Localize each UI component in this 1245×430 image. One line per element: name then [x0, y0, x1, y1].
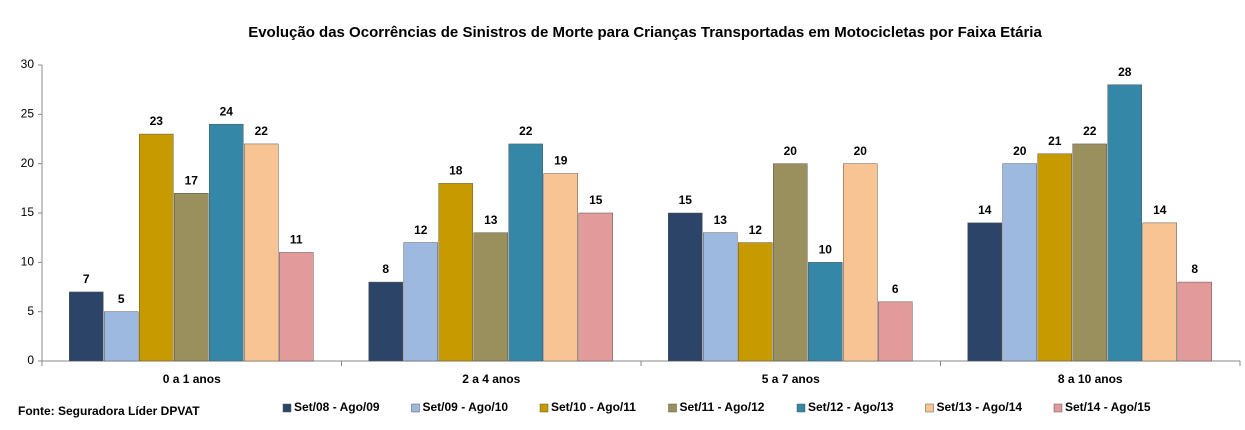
bar	[1107, 84, 1142, 362]
bar	[139, 133, 174, 362]
bar	[403, 242, 438, 362]
source-note: Fonte: Seguradora Líder DPVAT	[18, 404, 200, 418]
bar	[473, 232, 508, 362]
bar	[878, 301, 913, 362]
bar	[279, 252, 314, 362]
y-tick-label: 20	[21, 156, 35, 170]
bar	[69, 291, 104, 362]
data-label: 12	[414, 223, 428, 237]
chart-title: Evolução das Ocorrências de Sinistros de…	[248, 24, 1042, 41]
y-tick-label: 30	[21, 57, 35, 71]
data-label: 22	[1083, 124, 1097, 138]
data-label: 28	[1118, 65, 1132, 79]
bar	[1037, 153, 1072, 362]
data-label: 11	[290, 233, 303, 247]
legend-swatch	[539, 403, 549, 413]
y-tick-label: 5	[27, 304, 34, 318]
legend-swatch	[282, 403, 292, 413]
bar	[668, 212, 703, 362]
data-label: 21	[1048, 134, 1062, 148]
bar	[508, 143, 543, 362]
legend-label: Set/11 - Ago/12	[680, 400, 765, 414]
bar	[773, 163, 808, 362]
data-label: 23	[150, 114, 164, 128]
y-tick-label: 25	[21, 107, 35, 121]
bar	[808, 262, 843, 362]
legend-label: Set/12 - Ago/13	[808, 400, 894, 414]
data-label: 8	[1191, 262, 1198, 276]
data-label: 17	[185, 173, 199, 187]
bar	[967, 222, 1002, 362]
x-tick-label: 8 a 10 anos	[1058, 372, 1123, 386]
y-tick-label: 15	[21, 205, 35, 219]
bar	[209, 123, 244, 362]
bar	[578, 212, 613, 362]
bar	[843, 163, 878, 362]
data-label: 6	[892, 282, 899, 296]
bar	[368, 281, 403, 362]
data-label: 15	[589, 193, 603, 207]
data-label: 14	[1153, 203, 1167, 217]
data-label: 12	[749, 223, 763, 237]
bar	[104, 311, 139, 362]
data-label: 20	[1013, 144, 1027, 158]
data-label: 18	[449, 164, 463, 178]
legend-label: Set/14 - Ago/15	[1065, 400, 1151, 414]
bar	[1002, 163, 1037, 362]
data-label: 20	[854, 144, 868, 158]
legend-swatch	[411, 403, 420, 413]
y-tick-label: 0	[27, 353, 34, 367]
bar	[1177, 281, 1212, 362]
y-tick-label: 10	[21, 255, 35, 269]
bar	[1142, 222, 1177, 362]
legend-label: Set/09 - Ago/10	[423, 400, 509, 414]
data-label: 15	[679, 193, 693, 207]
data-label: 20	[784, 144, 798, 158]
data-label: 5	[118, 292, 125, 306]
bar	[738, 242, 773, 362]
bar	[244, 143, 279, 362]
data-label: 10	[819, 243, 833, 257]
data-label: 19	[554, 154, 568, 168]
legend-swatch	[668, 403, 677, 413]
data-label: 24	[220, 104, 234, 118]
bar	[1072, 143, 1107, 362]
data-label: 13	[484, 213, 498, 227]
bar	[438, 183, 473, 362]
legend-label: Set/08 - Ago/09	[294, 400, 380, 414]
data-label: 22	[255, 124, 269, 138]
legend-swatch	[1053, 403, 1063, 413]
x-tick-label: 5 a 7 anos	[762, 372, 820, 386]
data-label: 13	[714, 213, 728, 227]
bar	[703, 232, 738, 362]
bar	[174, 193, 209, 362]
data-label: 7	[83, 272, 90, 286]
bar	[543, 173, 578, 362]
data-label: 8	[382, 262, 389, 276]
data-label: 22	[519, 124, 533, 138]
data-label: 14	[978, 203, 992, 217]
legend-label: Set/10 - Ago/11	[551, 400, 636, 414]
legend-swatch	[796, 403, 806, 413]
x-tick-label: 2 a 4 anos	[462, 372, 520, 386]
legend-label: Set/13 - Ago/14	[937, 400, 1023, 414]
legend-swatch	[925, 403, 934, 413]
x-tick-label: 0 a 1 anos	[163, 372, 221, 386]
